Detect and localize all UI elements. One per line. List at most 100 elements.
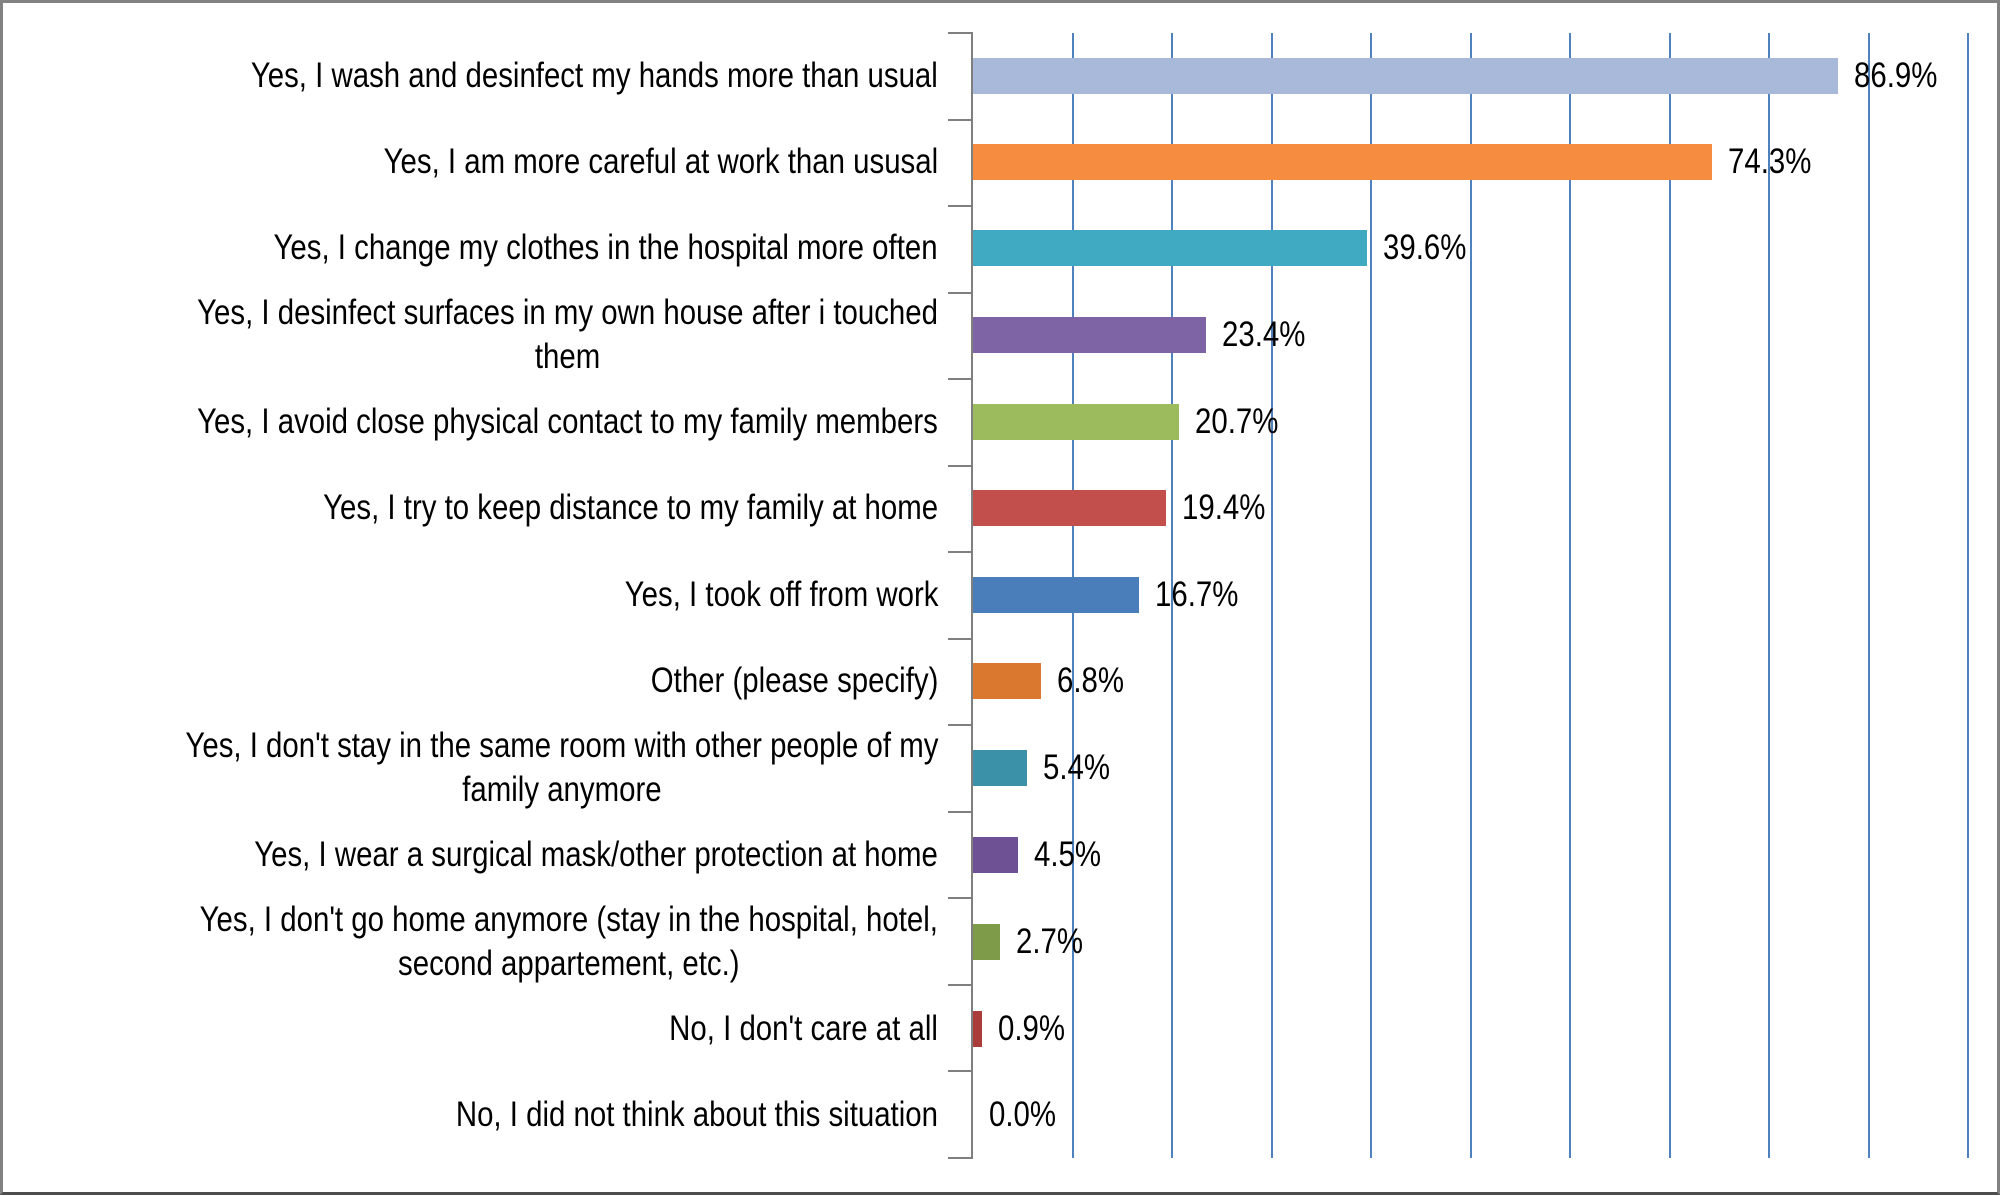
chart-row: Yes, I don't go home anymore (stay in th… (3, 898, 1997, 986)
category-label: Yes, I avoid close physical contact to m… (197, 402, 938, 442)
gridline (1171, 33, 1173, 1158)
y-axis (971, 33, 973, 1158)
bar-cell: 2.7% (973, 898, 1997, 986)
category-label: Yes, I try to keep distance to my family… (323, 488, 938, 528)
category-label: Yes, I wear a surgical mask/other protec… (254, 834, 938, 874)
value-label: 23.4% (1221, 315, 1306, 355)
axis-tick (948, 551, 973, 554)
bar-cell: 39.6% (973, 205, 1997, 291)
category-label: Other (please specify) (650, 660, 938, 700)
axis-tick (948, 897, 973, 900)
bar (973, 490, 1167, 527)
bar-rows: Yes, I wash and desinfect my hands more … (3, 33, 1997, 1158)
axis-tick (948, 810, 973, 813)
category-label-cell: No, I don't care at all (3, 1007, 973, 1051)
gridline (1270, 33, 1273, 1158)
bar-cell: 0.9% (973, 986, 1997, 1072)
category-label-cell: Yes, I took off from work (3, 573, 973, 617)
category-label: Yes, I desinfect surfaces in my own hous… (197, 293, 938, 377)
category-label-cell: Yes, I wear a surgical mask/other protec… (3, 833, 973, 877)
axis-tick (948, 32, 973, 34)
category-label: Yes, I wash and desinfect my hands more … (251, 56, 938, 96)
value-label: 0.0% (989, 1094, 1057, 1134)
category-label-cell: Yes, I change my clothes in the hospital… (3, 226, 973, 270)
category-label: Yes, I don't go home anymore (stay in th… (199, 899, 938, 983)
category-label: Yes, I don't stay in the same room with … (185, 725, 938, 809)
gridline (1967, 33, 1969, 1158)
axis-tick (948, 724, 973, 727)
bar-cell: 0.0% (973, 1072, 1997, 1158)
bar-cell: 74.3% (973, 119, 1997, 205)
chart-row: Yes, I wear a surgical mask/other protec… (3, 812, 1997, 898)
value-label: 19.4% (1182, 488, 1266, 528)
gridline (1867, 33, 1870, 1158)
bar (973, 662, 1041, 699)
bar-cell: 23.4% (973, 291, 1997, 379)
chart-row: Yes, I wash and desinfect my hands more … (3, 33, 1997, 119)
gridline (1768, 33, 1770, 1158)
value-label: 5.4% (1042, 747, 1110, 787)
axis-tick (948, 637, 973, 640)
category-label-cell: Yes, I try to keep distance to my family… (3, 486, 973, 530)
axis-tick (948, 205, 973, 208)
chart-row: Yes, I desinfect surfaces in my own hous… (3, 291, 1997, 379)
chart-row: No, I did not think about this situation… (3, 1072, 1997, 1158)
chart-row: Other (please specify) 6.8% (3, 638, 1997, 724)
gridline (1569, 33, 1571, 1158)
category-label: Yes, I took off from work (624, 574, 938, 614)
value-label: 86.9% (1853, 56, 1938, 96)
category-label-cell: Yes, I desinfect surfaces in my own hous… (3, 291, 973, 379)
category-label-cell: Other (please specify) (3, 659, 973, 703)
bar-cell: 6.8% (973, 638, 1997, 724)
chart-row: Yes, I avoid close physical contact to m… (3, 379, 1997, 465)
value-label: 39.6% (1383, 228, 1467, 268)
axis-tick (948, 983, 973, 986)
axis-tick (948, 118, 973, 121)
chart-row: Yes, I change my clothes in the hospital… (3, 205, 1997, 291)
axis-ticks (3, 3, 1997, 1192)
category-label-cell: No, I did not think about this situation (3, 1093, 973, 1137)
category-label-cell: Yes, I don't stay in the same room with … (3, 724, 973, 812)
chart-row: Yes, I don't stay in the same room with … (3, 724, 1997, 812)
gridline (1469, 33, 1472, 1158)
bar-cell: 5.4% (973, 724, 1997, 812)
value-label: 0.9% (997, 1008, 1065, 1048)
bar-cell: 4.5% (973, 812, 1997, 898)
bar (973, 144, 1713, 181)
axis-tick (948, 1070, 973, 1073)
bar (973, 317, 1206, 354)
category-label-cell: Yes, I wash and desinfect my hands more … (3, 54, 973, 98)
category-label-cell: Yes, I avoid close physical contact to m… (3, 400, 973, 444)
category-label: Yes, I change my clothes in the hospital… (273, 228, 938, 268)
value-label: 2.7% (1015, 921, 1083, 961)
category-label: No, I did not think about this situation (455, 1094, 938, 1134)
value-label: 16.7% (1155, 574, 1239, 614)
chart-row: No, I don't care at all 0.9% (3, 986, 1997, 1072)
bar (973, 1010, 982, 1047)
gridline (1668, 33, 1671, 1158)
bar (973, 576, 1140, 613)
bar-cell: 19.4% (973, 465, 1997, 551)
bar-cell: 16.7% (973, 551, 1997, 637)
axis-tick (948, 378, 973, 381)
value-label: 6.8% (1056, 660, 1124, 700)
chart-row: Yes, I took off from work 16.7% (3, 551, 1997, 637)
axis-tick (948, 1157, 973, 1159)
category-label: Yes, I am more careful at work than usus… (383, 142, 938, 182)
category-label: No, I don't care at all (669, 1008, 938, 1048)
bar (973, 404, 1179, 441)
bar (973, 923, 1000, 960)
axis-tick (948, 291, 973, 294)
bar-cell: 86.9% (973, 33, 1997, 119)
chart-row: Yes, I try to keep distance to my family… (3, 465, 1997, 551)
value-label: 74.3% (1728, 142, 1812, 182)
chart-row: Yes, I am more careful at work than usus… (3, 119, 1997, 205)
gridline (1370, 33, 1372, 1158)
value-label: 20.7% (1194, 402, 1279, 442)
category-label-cell: Yes, I am more careful at work than usus… (3, 140, 973, 184)
bar (973, 230, 1368, 267)
value-label: 4.5% (1033, 834, 1101, 874)
axis-tick (948, 464, 973, 467)
category-label-cell: Yes, I don't go home anymore (stay in th… (3, 898, 973, 986)
